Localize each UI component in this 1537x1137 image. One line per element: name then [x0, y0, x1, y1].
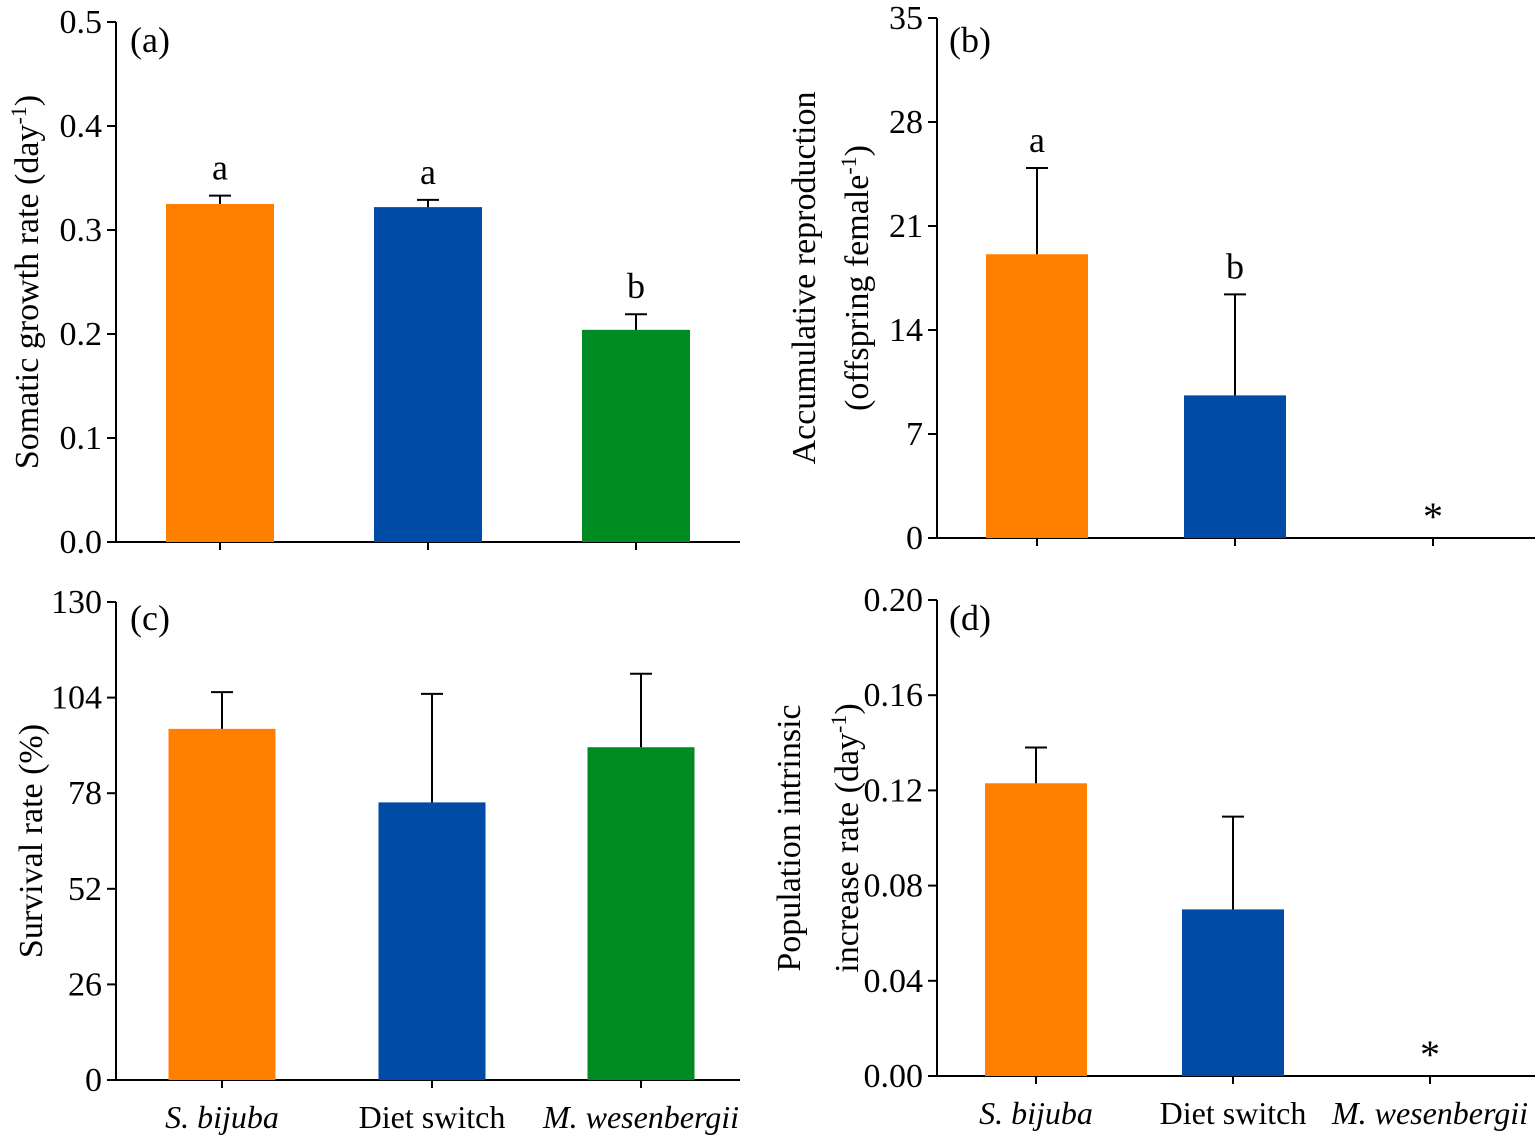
bar-m-wesenbergii — [582, 329, 690, 542]
x-category-label: Diet switch — [359, 1099, 506, 1135]
bar-diet-switch — [1184, 395, 1286, 538]
significance-marker: * — [1420, 1032, 1440, 1077]
y-tick-label: 21 — [889, 208, 923, 245]
y-tick-label: 78 — [68, 775, 102, 812]
significance-letter: a — [420, 152, 436, 192]
y-axis-title: Somatic growth rate (day-1) — [6, 95, 46, 469]
y-axis-title-line2: increase rate (day-1) — [826, 703, 866, 972]
y-tick-label: 0.16 — [864, 677, 924, 714]
bar-diet-switch — [1182, 909, 1284, 1076]
y-tick-label: 0.1 — [60, 420, 103, 457]
significance-letter: b — [1226, 246, 1244, 286]
x-category-label: S. bijuba — [979, 1095, 1093, 1131]
significance-marker: * — [1423, 494, 1443, 539]
chart-panel-c: 0 26 52 78 104 130 S. bijuba Diet switch M. wese… — [13, 584, 740, 1135]
chart-panel-a: 0.0 0.1 0.2 0.3 0.4 0.5 a a b (a) Somatic growth r… — [6, 4, 740, 561]
chart-panel-d: 0.00 0.04 0.08 0.12 0.16 0.20 * S. bijuba Diet s… — [771, 582, 1535, 1131]
significance-letter: b — [627, 266, 645, 306]
y-tick-label: 0.04 — [864, 963, 924, 1000]
chart-panel-b: 0 7 14 21 28 35 a b * (b) Accumulative reproductio… — [786, 0, 1535, 557]
x-category-label: M. wesenbergii — [1331, 1095, 1528, 1131]
y-tick-label: 14 — [889, 312, 923, 349]
panel-label: (b) — [949, 20, 991, 60]
bar-m-wesenbergii — [587, 747, 695, 1080]
y-axis-title-line1: Population intrinsic — [771, 704, 808, 971]
panel-label: (c) — [130, 598, 170, 638]
bar-diet-switch — [374, 207, 482, 542]
y-axis-title-line2: (offspring female-1) — [836, 145, 876, 411]
bar-s-bijuba — [166, 204, 274, 542]
bar-s-bijuba — [986, 254, 1088, 538]
y-tick-label: 0.12 — [864, 772, 924, 809]
y-tick-label: 0.0 — [60, 524, 103, 561]
y-tick-label: 26 — [68, 966, 102, 1003]
y-tick-label: 0.2 — [60, 316, 103, 353]
y-tick-label: 130 — [51, 584, 102, 621]
y-tick-label: 0.20 — [864, 582, 924, 619]
y-tick-label: 7 — [906, 416, 923, 453]
y-tick-label: 0 — [85, 1062, 102, 1099]
panel-label: (a) — [130, 20, 170, 60]
y-tick-label: 35 — [889, 0, 923, 37]
y-tick-label: 0 — [906, 520, 923, 557]
y-tick-label: 0.4 — [60, 108, 103, 145]
panel-label: (d) — [949, 598, 991, 638]
significance-letter: a — [212, 148, 228, 188]
bar-diet-switch — [378, 802, 486, 1080]
x-category-label: Diet switch — [1160, 1095, 1307, 1131]
y-tick-label: 0.3 — [60, 212, 103, 249]
y-tick-label: 104 — [51, 680, 102, 717]
bar-s-bijuba — [985, 783, 1087, 1076]
y-tick-label: 28 — [889, 104, 923, 141]
bar-s-bijuba — [168, 728, 276, 1080]
x-category-label: M. wesenbergii — [542, 1099, 739, 1135]
y-tick-label: 52 — [68, 871, 102, 908]
y-axis-title: Survival rate (%) — [13, 724, 50, 958]
y-tick-label: 0.5 — [60, 4, 103, 41]
y-axis-title-line1: Accumulative reproduction — [786, 92, 823, 465]
y-tick-label: 0.00 — [864, 1058, 924, 1095]
y-tick-label: 0.08 — [864, 868, 924, 905]
x-category-label: S. bijuba — [165, 1099, 279, 1135]
significance-letter: a — [1029, 120, 1045, 160]
